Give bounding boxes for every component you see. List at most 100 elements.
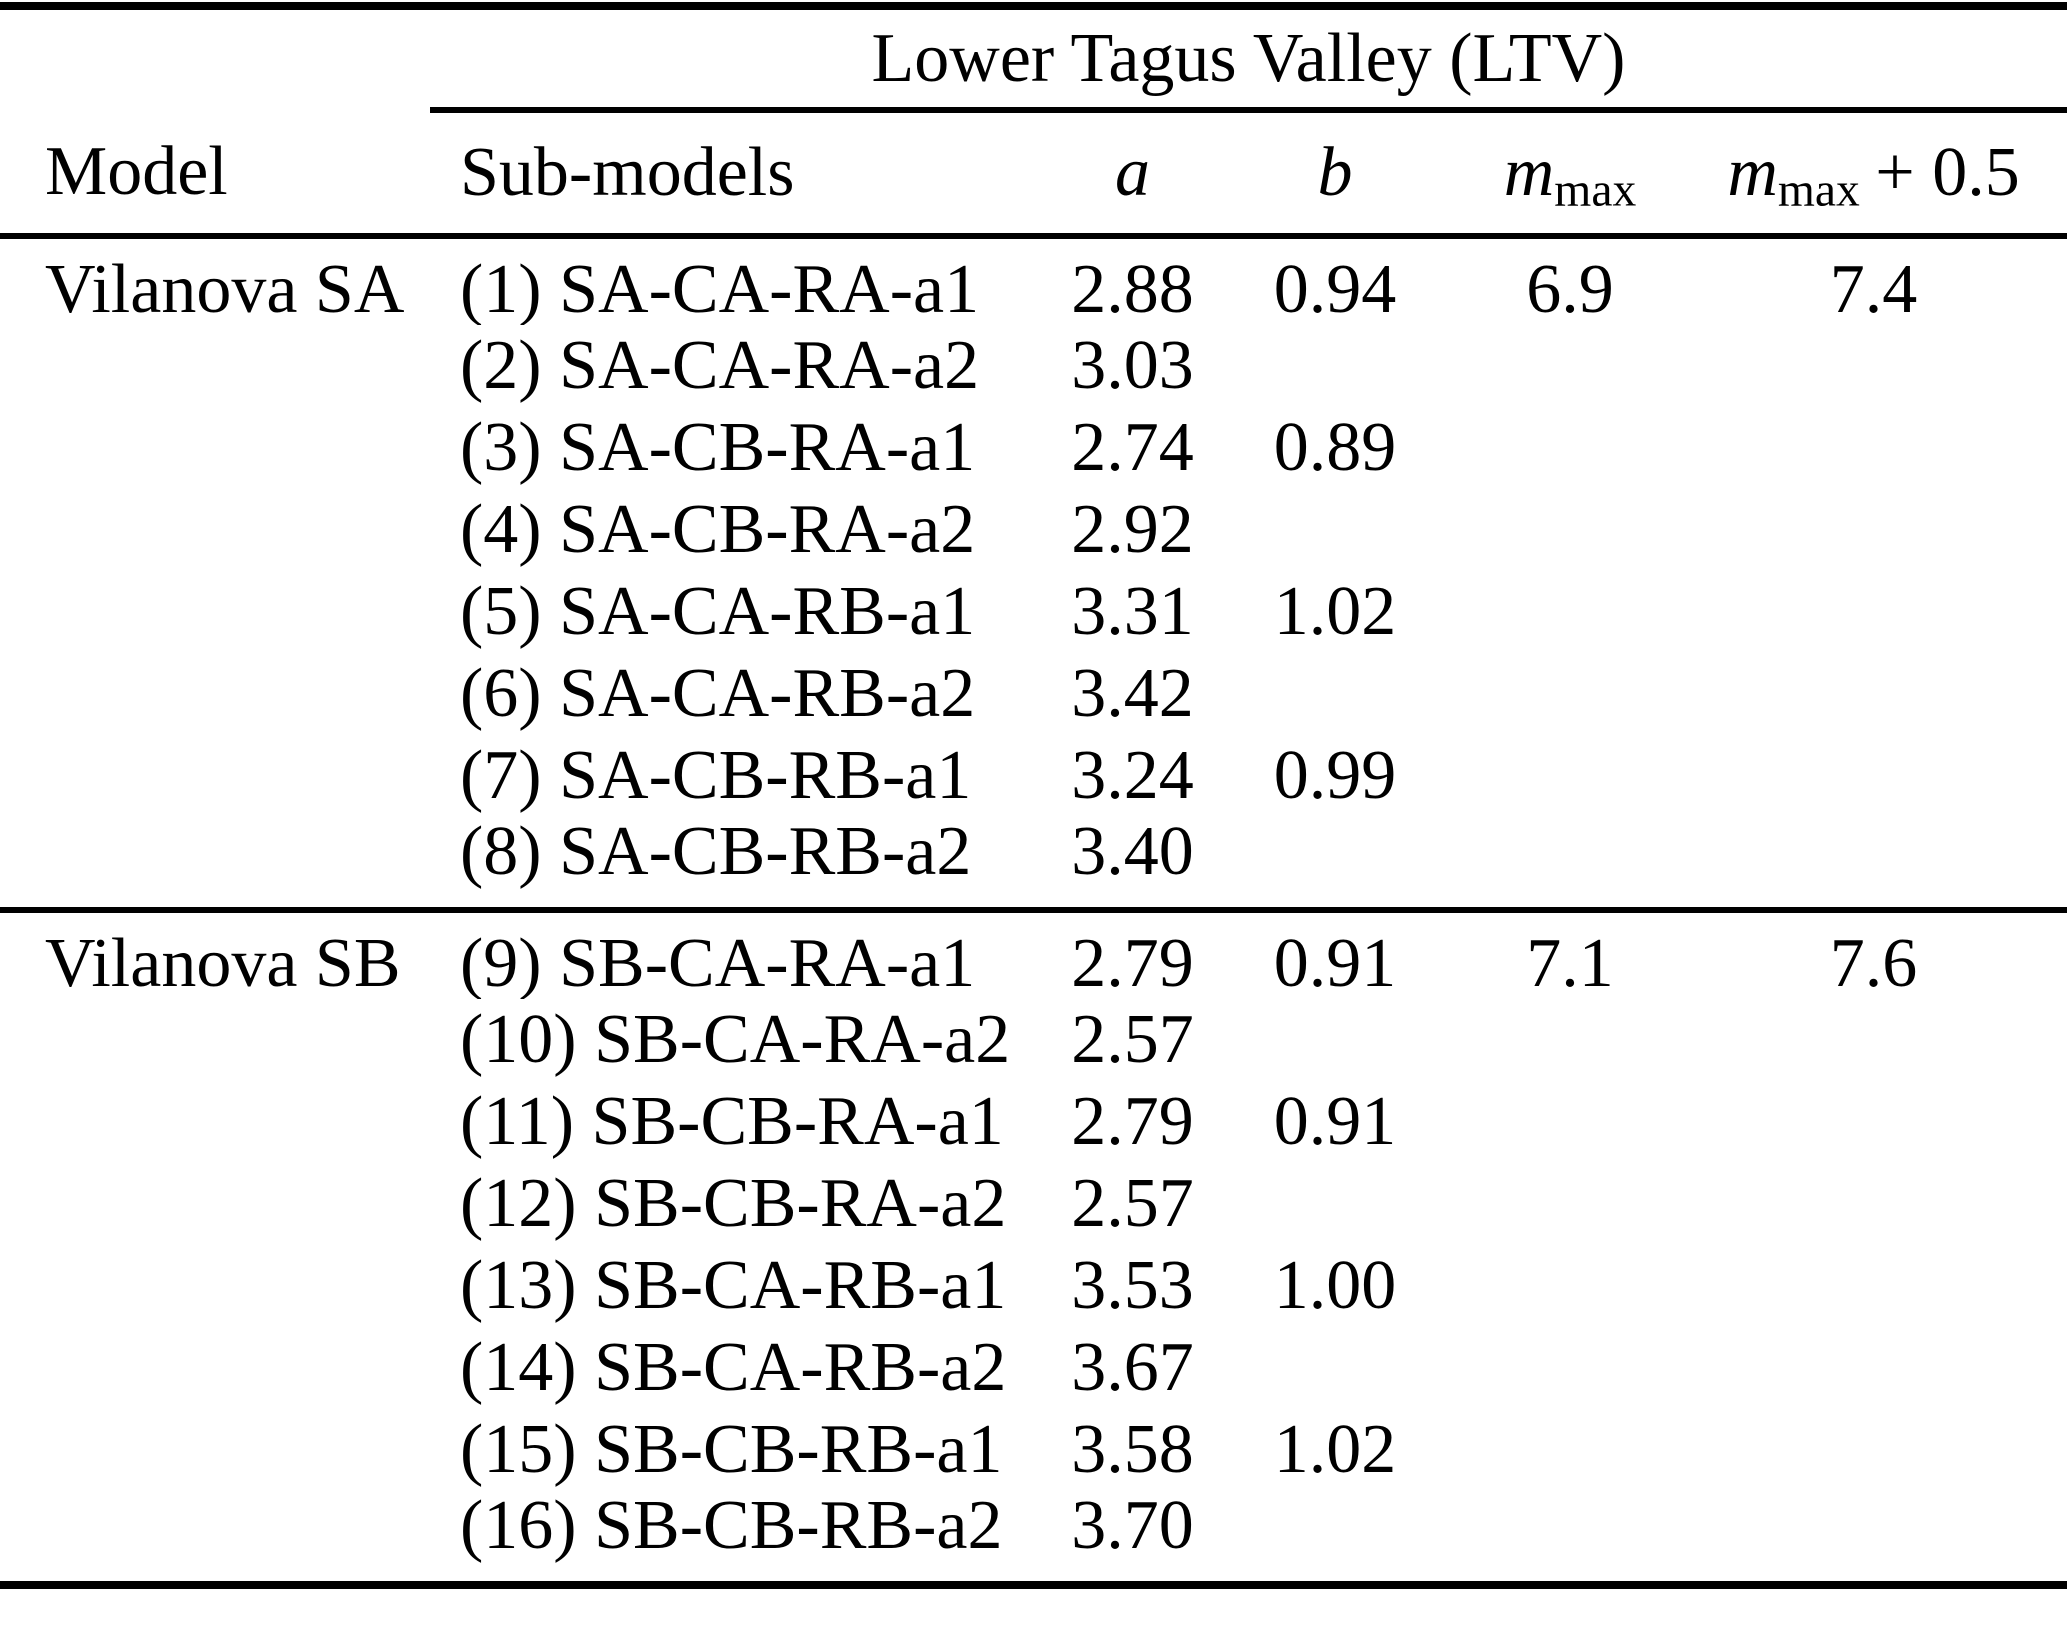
- mmax-plus-value-cell: [1680, 1081, 2067, 1163]
- model-group-label: [0, 1245, 430, 1327]
- mmax-plus-value-cell: 7.6: [1829, 925, 1918, 999]
- table-row: Vilanova SA (1) SA-CA-RA-a1 2.88 0.94 6.…: [0, 236, 2067, 325]
- a-value-cell: 2.79: [1071, 925, 1194, 999]
- model-group-label: [0, 571, 430, 653]
- submodel-cell: (8) SA-CB-RB-a2: [460, 817, 972, 890]
- mmax-plus-value-cell: [1680, 1163, 2067, 1245]
- mmax-plus-symbol: m: [1727, 134, 1778, 211]
- mmax-plus-value-cell: [1680, 571, 2067, 653]
- table-row: (14) SB-CA-RB-a2 3.67: [0, 1327, 2067, 1409]
- model-group-label: [0, 735, 430, 817]
- mmax-value-cell: [1460, 325, 1680, 407]
- submodel-cell: (5) SA-CA-RB-a1: [460, 573, 976, 650]
- mmax-value-cell: [1460, 817, 1680, 910]
- b-value-cell: [1210, 653, 1460, 735]
- submodel-cell: (7) SA-CB-RB-a1: [460, 737, 972, 814]
- table-row: Vilanova SB (9) SB-CA-RA-a1 2.79 0.91 7.…: [0, 910, 2067, 999]
- column-header-b: b: [1210, 110, 1460, 239]
- table-row: (7) SA-CB-RB-a1 3.24 0.99: [0, 735, 2067, 817]
- model-group-label: Vilanova SA: [45, 251, 405, 325]
- mmax-value-cell: 6.9: [1526, 251, 1614, 325]
- b-value-cell: [1210, 1163, 1460, 1245]
- submodel-cell: (4) SA-CB-RA-a2: [460, 491, 976, 568]
- mmax-plus-value-cell: [1680, 1245, 2067, 1327]
- b-value-cell: [1210, 817, 1460, 910]
- region-header-row: Lower Tagus Valley (LTV): [0, 6, 2067, 113]
- column-header-submodels: Sub-models: [430, 110, 1055, 239]
- mmax-plus-value-cell: [1680, 1327, 2067, 1409]
- model-group-label: [0, 1491, 430, 1585]
- a-value-cell: 2.92: [1071, 491, 1194, 568]
- a-value-cell: 3.53: [1071, 1247, 1194, 1324]
- b-value-cell: [1210, 325, 1460, 407]
- mmax-plus-value-cell: [1680, 489, 2067, 571]
- table-row: (12) SB-CB-RA-a2 2.57: [0, 1163, 2067, 1245]
- mmax-value-cell: [1460, 1327, 1680, 1409]
- a-value-cell: 3.58: [1071, 1411, 1194, 1488]
- region-header-label: Lower Tagus Valley (LTV): [430, 6, 2067, 113]
- mmax-value-cell: [1460, 571, 1680, 653]
- ltv-parameters-table: Lower Tagus Valley (LTV) Model Sub-model…: [0, 2, 2067, 1589]
- mmax-plus-value-cell: [1680, 325, 2067, 407]
- b-value-cell: [1210, 1491, 1460, 1585]
- submodel-cell: (1) SA-CA-RA-a1: [460, 251, 980, 325]
- group-vilanova-sa: Vilanova SA (1) SA-CA-RA-a1 2.88 0.94 6.…: [0, 236, 2067, 910]
- b-value-cell: [1210, 489, 1460, 571]
- mmax-plus-value-cell: [1680, 1491, 2067, 1585]
- model-group-label: [0, 653, 430, 735]
- table-row: (15) SB-CB-RB-a1 3.58 1.02: [0, 1409, 2067, 1491]
- a-value-cell: 3.24: [1071, 737, 1194, 814]
- submodel-cell: (12) SB-CB-RA-a2: [460, 1165, 1007, 1242]
- submodel-cell: (15) SB-CB-RB-a1: [460, 1411, 1003, 1488]
- mmax-value-cell: [1460, 1163, 1680, 1245]
- mmax-plus-value-cell: [1680, 999, 2067, 1081]
- table-row: (3) SA-CB-RA-a1 2.74 0.89: [0, 407, 2067, 489]
- a-value-cell: 3.67: [1071, 1329, 1194, 1406]
- b-value-cell: 0.99: [1273, 737, 1397, 814]
- group-vilanova-sb: Vilanova SB (9) SB-CA-RA-a1 2.79 0.91 7.…: [0, 910, 2067, 1585]
- a-value-cell: 3.42: [1071, 655, 1194, 732]
- mmax-plus-value-cell: [1680, 407, 2067, 489]
- b-value-cell: 1.00: [1273, 1247, 1397, 1324]
- column-header-model: Model: [0, 110, 430, 239]
- b-value-cell: 0.91: [1273, 925, 1397, 999]
- mmax-value-cell: [1460, 1245, 1680, 1327]
- b-value-cell: [1210, 999, 1460, 1081]
- model-group-label: [0, 1081, 430, 1163]
- column-header-mmax-plus: mmax + 0.5: [1680, 110, 2067, 239]
- mmax-value-cell: [1460, 999, 1680, 1081]
- column-header-row: Model Sub-models a b mmax mmax + 0.5: [0, 110, 2067, 239]
- column-header-mmax: mmax: [1460, 110, 1680, 239]
- model-group-label: [0, 407, 430, 489]
- model-group-label: [0, 999, 430, 1081]
- mmax-plus-value-cell: [1680, 1409, 2067, 1491]
- a-value-cell: 2.88: [1071, 251, 1194, 325]
- mmax-plus-subscript: max: [1777, 164, 1860, 217]
- mmax-value-cell: [1460, 489, 1680, 571]
- mmax-value-cell: [1460, 1409, 1680, 1491]
- table-row: (16) SB-CB-RB-a2 3.70: [0, 1491, 2067, 1585]
- a-value-cell: 2.74: [1071, 409, 1194, 486]
- a-value-cell: 2.57: [1071, 1001, 1194, 1078]
- model-group-label: Vilanova SB: [45, 925, 401, 999]
- region-header-spacer: [0, 6, 430, 110]
- submodel-cell: (3) SA-CB-RA-a1: [460, 409, 976, 486]
- b-value-cell: 1.02: [1273, 573, 1397, 650]
- submodel-cell: (11) SB-CB-RA-a1: [460, 1083, 1004, 1160]
- b-value-cell: [1210, 1327, 1460, 1409]
- model-group-label: [0, 1327, 430, 1409]
- a-value-cell: 2.57: [1071, 1165, 1194, 1242]
- mmax-plus-value-cell: 7.4: [1829, 251, 1918, 325]
- submodel-cell: (16) SB-CB-RB-a2: [460, 1491, 1003, 1564]
- mmax-value-cell: [1460, 735, 1680, 817]
- submodel-cell: (2) SA-CA-RA-a2: [460, 327, 980, 404]
- submodel-cell: (9) SB-CA-RA-a1: [460, 925, 976, 999]
- mmax-value-cell: [1460, 1081, 1680, 1163]
- model-group-label: [0, 1409, 430, 1491]
- mmax-symbol: m: [1503, 134, 1555, 211]
- table-row: (6) SA-CA-RB-a2 3.42: [0, 653, 2067, 735]
- table-row: (8) SA-CB-RB-a2 3.40: [0, 817, 2067, 910]
- submodel-cell: (14) SB-CA-RB-a2: [460, 1329, 1007, 1406]
- mmax-value-cell: [1460, 407, 1680, 489]
